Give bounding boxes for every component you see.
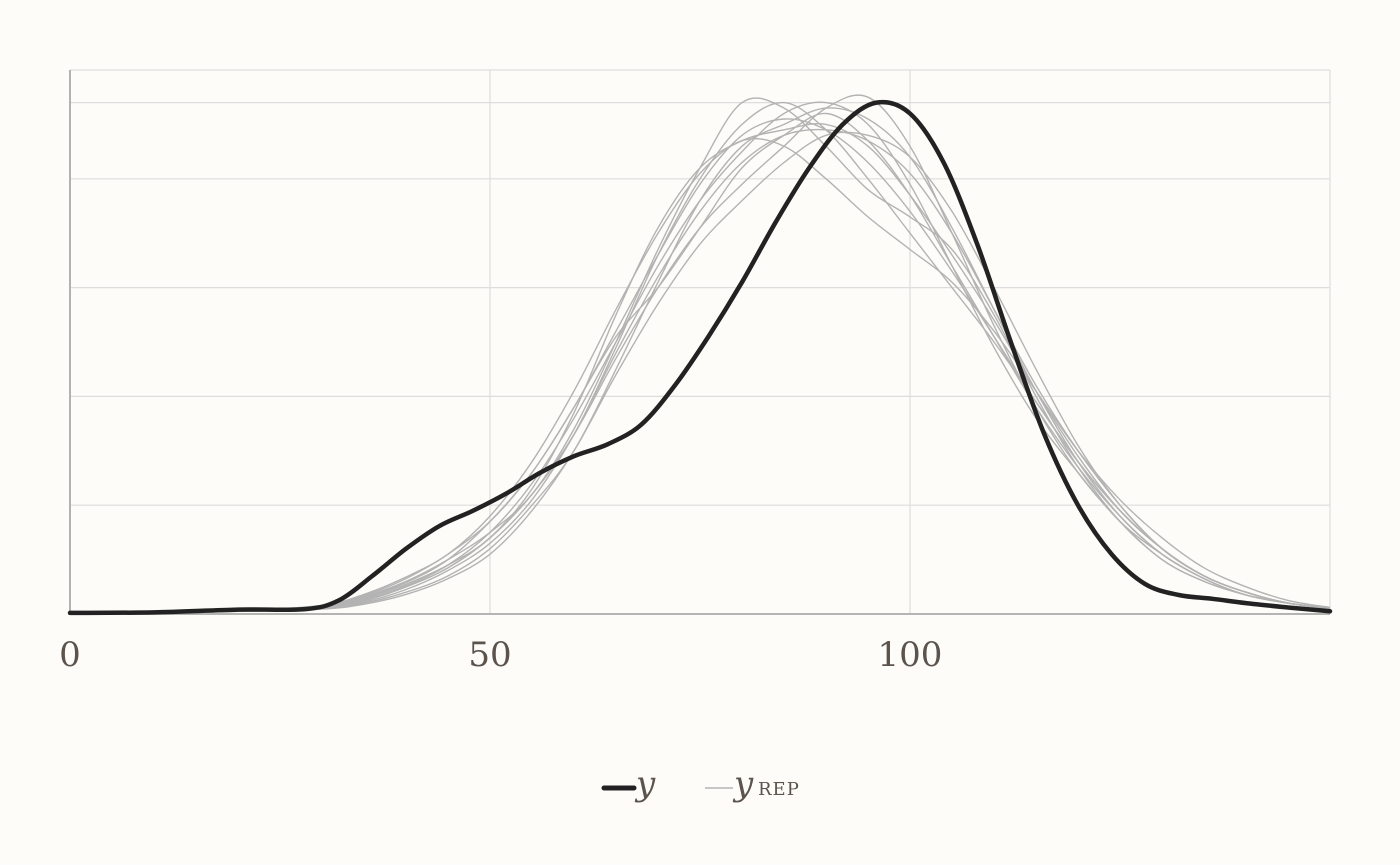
observed-density-line — [67, 99, 1333, 616]
x-tick-labels: 0 50 100 — [59, 635, 942, 675]
legend: y y REP — [601, 764, 800, 804]
x-tick-label-100: 100 — [878, 635, 943, 675]
series-line-replicate-10 — [69, 138, 1331, 614]
series-line-observed-y — [67, 99, 1333, 616]
series-line-replicate-6 — [69, 118, 1331, 614]
series-line-replicate-11 — [69, 131, 1331, 614]
legend-label-y: y — [634, 764, 656, 804]
legend-label-yrep-subscript: REP — [758, 779, 800, 800]
series-line-replicate-9 — [69, 94, 1331, 614]
legend-label-yrep: y — [732, 764, 754, 804]
x-tick-label-0: 0 — [59, 635, 81, 675]
series-line-replicate-5 — [69, 107, 1331, 614]
replicated-density-lines — [69, 94, 1331, 614]
x-axis — [69, 70, 1330, 615]
x-tick-label-50: 50 — [468, 635, 511, 675]
